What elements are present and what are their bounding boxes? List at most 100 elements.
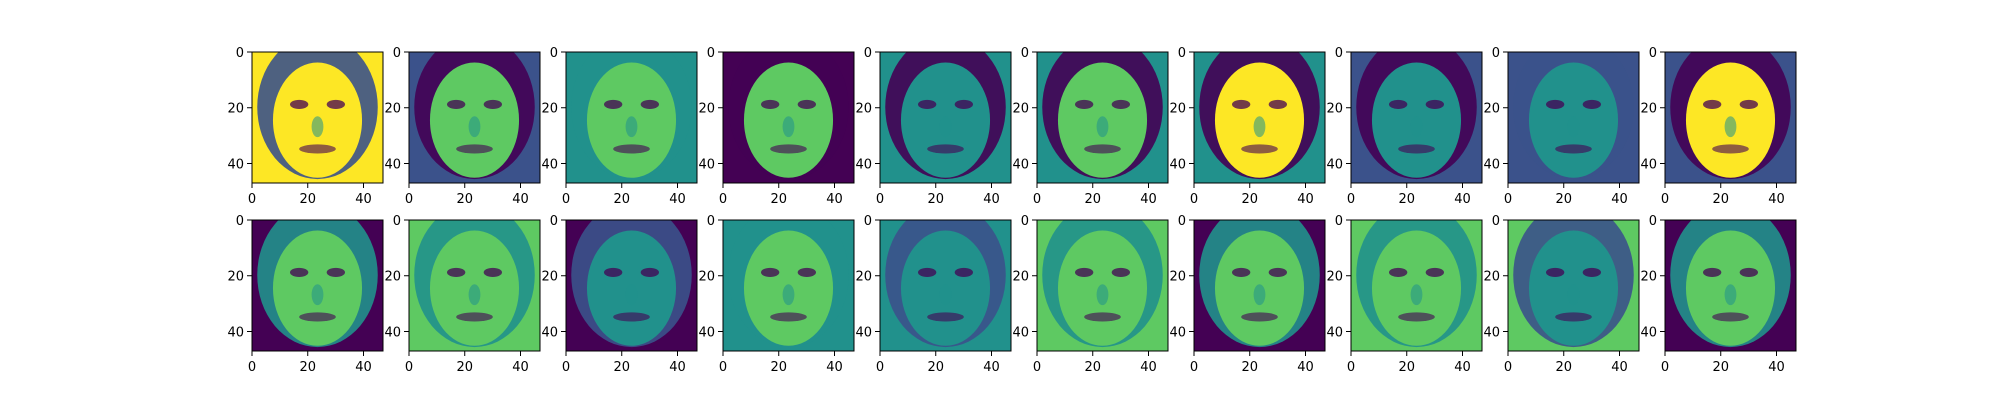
mouth — [1398, 144, 1435, 154]
y-tick-label: 40 — [1169, 157, 1186, 172]
face-image — [1665, 52, 1796, 183]
y-tick-label: 20 — [1169, 102, 1186, 117]
left-eye — [603, 99, 623, 109]
face-image — [566, 52, 697, 183]
y-tick-label: 20 — [1483, 102, 1500, 117]
x-tick-label: 40 — [1140, 192, 1157, 207]
axes-frame — [1036, 219, 1169, 352]
mouth — [299, 144, 336, 154]
y-tick-label: 20 — [227, 102, 244, 117]
right-eye — [797, 267, 817, 277]
subplot-row1-col10: 0 20 40 0 20 40 — [1640, 46, 1797, 207]
mouth — [927, 144, 964, 154]
y-tick-label: 0 — [1492, 214, 1500, 229]
axes-frame — [1193, 219, 1326, 352]
x-tick-label: 0 — [719, 360, 727, 375]
axes-frame — [1036, 51, 1169, 184]
x-tick-label: 0 — [1661, 192, 1669, 207]
mouth — [1555, 312, 1592, 322]
mouth — [613, 144, 650, 154]
face-image — [1508, 220, 1639, 351]
face-image — [1194, 220, 1325, 351]
x-tick-label: 0 — [1661, 360, 1669, 375]
y-tick-label: 0 — [1178, 46, 1186, 61]
right-eye — [640, 267, 660, 277]
right-eye — [640, 99, 660, 109]
mouth — [613, 312, 650, 322]
subplot-row2-col5: 0 20 40 0 20 40 — [855, 214, 1012, 375]
left-eye — [1074, 99, 1094, 109]
left-eye — [1702, 99, 1722, 109]
mouth — [1241, 144, 1278, 154]
mouth — [1241, 312, 1278, 322]
x-tick-label: 40 — [1297, 192, 1314, 207]
x-tick-label: 40 — [1454, 192, 1471, 207]
x-tick-label: 40 — [983, 360, 1000, 375]
right-eye — [1739, 99, 1759, 109]
right-eye — [326, 267, 346, 277]
y-tick-label: 0 — [864, 214, 872, 229]
y-tick-label: 20 — [227, 270, 244, 285]
y-tick-label: 20 — [1326, 270, 1343, 285]
y-tick-label: 20 — [1640, 270, 1657, 285]
right-eye — [326, 99, 346, 109]
face-image — [880, 220, 1011, 351]
x-tick-label: 0 — [405, 192, 413, 207]
mouth — [1084, 312, 1121, 322]
mouth — [1555, 144, 1592, 154]
right-eye — [483, 267, 503, 277]
subplot-row2-col9: 0 20 40 0 20 40 — [1483, 214, 1640, 375]
x-tick-label: 20 — [770, 192, 787, 207]
y-tick-label: 40 — [1483, 157, 1500, 172]
face-image — [1508, 52, 1639, 183]
right-eye — [1268, 267, 1288, 277]
x-tick-label: 20 — [1398, 360, 1415, 375]
x-tick-label: 20 — [1084, 360, 1101, 375]
x-tick-label: 0 — [1504, 360, 1512, 375]
left-eye — [760, 267, 780, 277]
y-tick-label: 40 — [855, 157, 872, 172]
y-tick-label: 40 — [1012, 325, 1029, 340]
x-tick-label: 40 — [669, 360, 686, 375]
y-tick-label: 40 — [1169, 325, 1186, 340]
left-eye — [1388, 267, 1408, 277]
y-tick-label: 20 — [1169, 270, 1186, 285]
x-tick-label: 0 — [876, 360, 884, 375]
x-tick-label: 40 — [355, 360, 372, 375]
y-tick-label: 0 — [236, 46, 244, 61]
left-eye — [446, 267, 466, 277]
x-tick-label: 20 — [456, 360, 473, 375]
x-tick-label: 0 — [1347, 360, 1355, 375]
y-tick-label: 40 — [384, 157, 401, 172]
y-tick-label: 20 — [1640, 102, 1657, 117]
y-tick-label: 20 — [698, 270, 715, 285]
nose — [625, 284, 638, 306]
face-image — [1665, 220, 1796, 351]
y-tick-label: 20 — [1326, 102, 1343, 117]
nose — [1253, 284, 1266, 306]
subplot-row2-col8: 0 20 40 0 20 40 — [1326, 214, 1483, 375]
mouth — [456, 312, 493, 322]
x-tick-label: 40 — [512, 192, 529, 207]
y-tick-label: 40 — [1012, 157, 1029, 172]
y-tick-label: 20 — [541, 102, 558, 117]
y-tick-label: 40 — [1326, 157, 1343, 172]
left-eye — [1074, 267, 1094, 277]
axes-frame — [408, 219, 541, 352]
x-tick-label: 40 — [826, 360, 843, 375]
subplot-row1-col5: 0 20 40 0 20 40 — [855, 46, 1012, 207]
y-tick-label: 0 — [550, 214, 558, 229]
face-image — [1037, 220, 1168, 351]
right-eye — [954, 267, 974, 277]
subplot-row2-col6: 0 20 40 0 20 40 — [1012, 214, 1169, 375]
x-tick-label: 0 — [562, 360, 570, 375]
axes-frame — [722, 51, 855, 184]
x-tick-label: 20 — [1712, 192, 1729, 207]
left-eye — [446, 99, 466, 109]
left-eye — [1545, 267, 1565, 277]
x-tick-label: 40 — [355, 192, 372, 207]
subplot-row1-col9: 0 20 40 0 20 40 — [1483, 46, 1640, 207]
y-tick-label: 0 — [393, 46, 401, 61]
x-tick-label: 0 — [248, 360, 256, 375]
